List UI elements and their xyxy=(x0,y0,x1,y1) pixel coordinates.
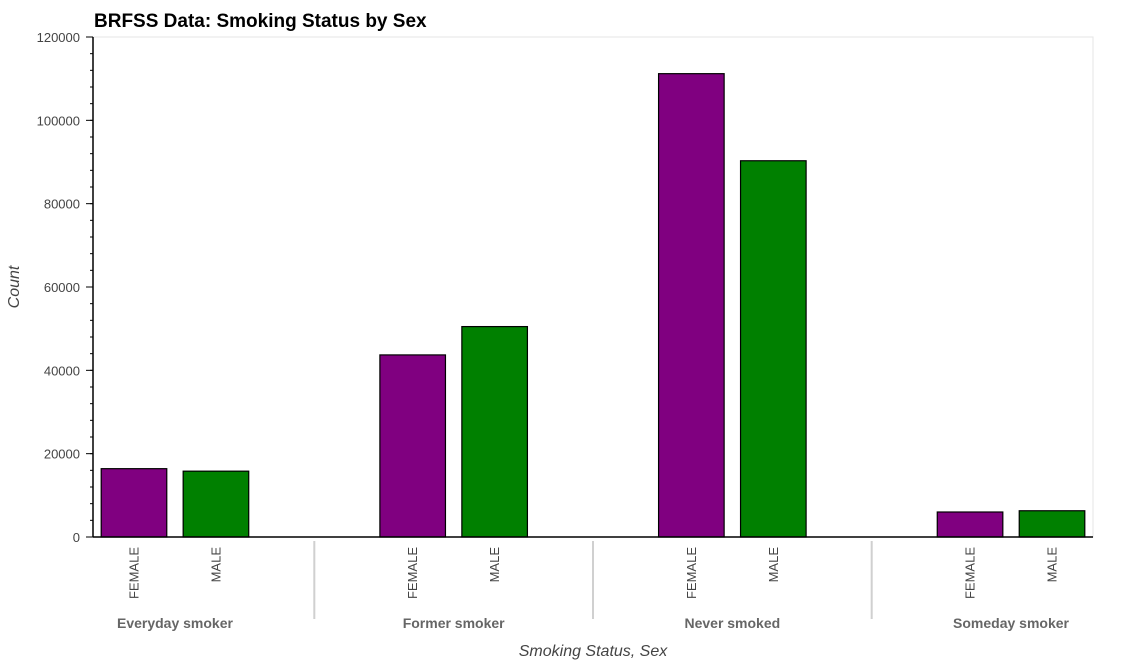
x-group-label: Former smoker xyxy=(403,615,505,631)
x-subcategory-tick-label: MALE xyxy=(766,547,781,583)
y-tick-label: 80000 xyxy=(44,197,80,212)
y-tick-label: 0 xyxy=(73,530,80,545)
bar-female-former-smoker xyxy=(379,354,447,538)
bar-male-someday-smoker xyxy=(1018,510,1086,538)
x-group-label: Everyday smoker xyxy=(117,615,234,631)
x-group-label: Someday smoker xyxy=(953,615,1069,631)
bar-female-never-smoked xyxy=(657,73,725,538)
y-tick-label: 60000 xyxy=(44,280,80,295)
bar-male-former-smoker xyxy=(461,325,529,538)
chart-title: BRFSS Data: Smoking Status by Sex xyxy=(94,11,427,32)
bar-female-someday-smoker xyxy=(936,511,1004,538)
y-tick-label: 120000 xyxy=(37,30,80,45)
x-subcategory-tick-label: FEMALE xyxy=(684,547,699,599)
x-group-label: Never smoked xyxy=(684,615,780,631)
x-subcategory-tick-label: FEMALE xyxy=(405,547,420,599)
x-subcategory-tick-label: FEMALE xyxy=(126,547,141,599)
y-axis-label: Count xyxy=(6,265,23,308)
plot-frame xyxy=(92,36,1094,538)
x-subcategory-tick-label: MALE xyxy=(208,547,223,583)
bar-male-everyday-smoker xyxy=(182,470,250,538)
y-tick-label: 100000 xyxy=(37,113,80,128)
y-tick-label: 40000 xyxy=(44,363,80,378)
bar-female-everyday-smoker xyxy=(100,468,168,538)
y-tick-label: 20000 xyxy=(44,447,80,462)
x-subcategory-tick-label: MALE xyxy=(1045,547,1060,583)
x-subcategory-tick-label: MALE xyxy=(487,547,502,583)
x-subcategory-tick-label: FEMALE xyxy=(963,547,978,599)
x-axis-label: Smoking Status, Sex xyxy=(519,643,669,660)
bar-male-never-smoked xyxy=(739,160,807,538)
